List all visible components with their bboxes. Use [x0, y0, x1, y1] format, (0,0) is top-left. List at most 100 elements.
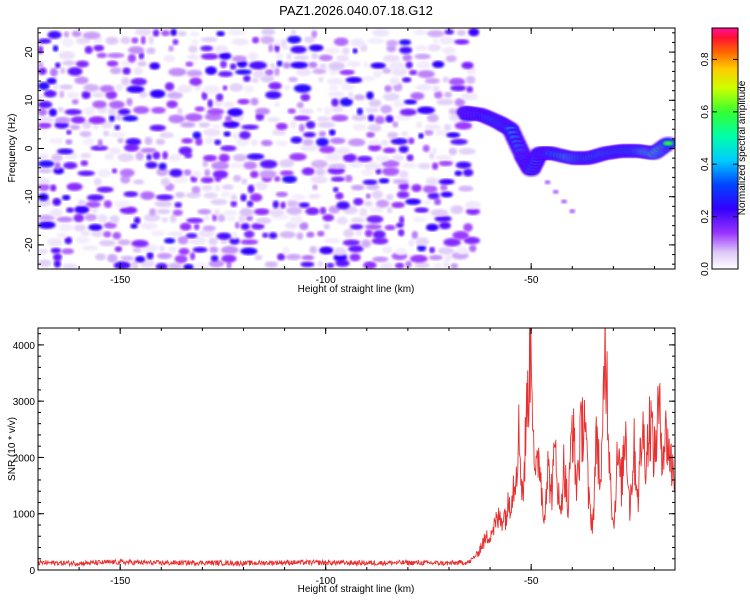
- spectrogram-cell: [417, 106, 435, 114]
- spectrogram-cell: [38, 117, 54, 123]
- spectrogram-cell: [38, 221, 56, 229]
- spectrogram-cell: [38, 122, 52, 129]
- spectrogram-cell: [454, 170, 463, 177]
- spectrogram-cell: [434, 91, 443, 99]
- spectrogram-cell: [463, 223, 473, 232]
- spectrogram-cell: [444, 254, 452, 262]
- spectrogram-cell: [465, 207, 481, 216]
- spectrogram-cell: [387, 131, 399, 139]
- spectrogram-cell: [333, 37, 349, 46]
- spectrogram-cell: [198, 122, 211, 128]
- spectrogram-cell: [38, 214, 55, 222]
- spectrogram-cell: [398, 182, 410, 191]
- spectrogram-cell: [331, 114, 349, 122]
- spectrogram-cell: [344, 174, 353, 183]
- spectrogram-cell: [267, 117, 281, 123]
- spectrogram-cell: [247, 52, 259, 61]
- spectrogram-cell: [305, 121, 316, 129]
- spectrogram-cell: [386, 193, 394, 201]
- spectrogram-cell: [222, 85, 228, 91]
- spectrogram-cell: [246, 215, 254, 221]
- spectrogram-cell: [82, 138, 95, 146]
- spectrogram-cell: [274, 101, 280, 108]
- spectrogram-cell: [414, 207, 429, 213]
- spectrogram-cell: [424, 129, 434, 136]
- colorbar-ticks: 0.0 0.2 0.4 0.6 0.8: [700, 52, 738, 276]
- spectrogram-cell: [269, 209, 284, 217]
- spectrogram-cell: [349, 253, 361, 262]
- spectrogram-cell: [327, 91, 345, 98]
- spectrogram-cell: [191, 38, 199, 46]
- spectrogram-cell: [249, 193, 263, 202]
- colorbar-label: Normalized spectral amplitude: [737, 80, 748, 215]
- spectrogram-cell: [222, 210, 238, 216]
- spectrogram-cell: [368, 144, 382, 152]
- spectrogram-cell: [259, 159, 278, 169]
- spectrogram-cell: [348, 245, 364, 253]
- spectrogram-cell: [329, 137, 346, 144]
- spectrogram-cell: [366, 215, 384, 224]
- spectrogram-y-ticks: -20 -10 0 10 20: [24, 32, 675, 265]
- spectrogram-cell: [432, 262, 443, 269]
- spectrogram-cell: [302, 138, 314, 146]
- spectrogram-cell: [47, 238, 63, 247]
- spectrogram-cell: [446, 132, 461, 138]
- spectrogram-cell: [220, 191, 231, 199]
- spectrogram-cell: [274, 176, 281, 182]
- spectrogram-cell: [381, 167, 400, 176]
- spectrogram-cell: [262, 232, 269, 238]
- spectrogram-x-tick-label: -150: [110, 275, 130, 286]
- spectrogram-cell: [200, 45, 214, 52]
- spectrogram-cell: [82, 245, 98, 251]
- spectrogram-cell: [203, 128, 221, 137]
- spectrogram-cell: [74, 205, 90, 214]
- spectrogram-cell: [191, 170, 202, 178]
- spectrogram-cell: [179, 222, 192, 231]
- spectrogram-cell: [97, 138, 103, 148]
- spectrogram-cell: [405, 61, 413, 69]
- spectrogram-cell: [197, 208, 212, 215]
- spectrogram-cell: [109, 132, 127, 138]
- spectrogram-cell: [317, 230, 325, 237]
- spectrogram-cell: [348, 138, 366, 147]
- spectrogram-cell: [164, 82, 175, 91]
- spectrogram-cell: [308, 61, 318, 68]
- spectrogram-cell: [59, 90, 65, 99]
- spectrogram-cell: [315, 168, 326, 176]
- spectrogram-cell: [255, 107, 270, 115]
- spectrogram-cell: [417, 70, 435, 79]
- spectrogram-cell: [156, 208, 171, 215]
- spectrogram-cell: [71, 98, 79, 105]
- spectrogram-cell: [103, 222, 117, 229]
- spectrogram-cell: [328, 205, 341, 214]
- spectrogram-cell: [434, 198, 442, 206]
- spectrogram-cell: [132, 247, 142, 253]
- spectrogram-cell: [285, 221, 298, 230]
- spectrogram-cell: [375, 155, 390, 162]
- spectrogram-cell: [82, 120, 92, 130]
- spectrogram-cell: [426, 113, 439, 123]
- spectrogram-cell: [239, 207, 254, 217]
- spectrogram-cell: [409, 69, 418, 76]
- spectrogram-cell: [250, 97, 259, 106]
- spectrogram-cell: [178, 146, 193, 156]
- spectrogram-cell: [370, 62, 386, 69]
- spectrogram-cell: [346, 61, 362, 68]
- spectrogram-cell: [178, 247, 190, 256]
- spectrogram-cell: [63, 161, 78, 170]
- spectrogram-cell: [440, 184, 448, 191]
- spectrogram-cell: [154, 200, 173, 208]
- spectrogram-cell: [260, 139, 273, 147]
- spectrogram-cell: [454, 121, 473, 130]
- spectrogram-cell: [120, 255, 134, 261]
- spectrogram-cell: [366, 91, 374, 100]
- spectrogram-cell: [106, 60, 119, 67]
- spectrogram-cell: [161, 30, 171, 37]
- spectrogram-cell: [279, 159, 295, 168]
- spectrogram-cell: [462, 168, 474, 177]
- spectrogram-cell: [411, 184, 422, 193]
- spectrogram-cell: [343, 228, 355, 238]
- spectrogram-cell: [92, 122, 99, 130]
- spectrogram-cell: [133, 179, 145, 185]
- spectrogram-cell: [241, 178, 248, 185]
